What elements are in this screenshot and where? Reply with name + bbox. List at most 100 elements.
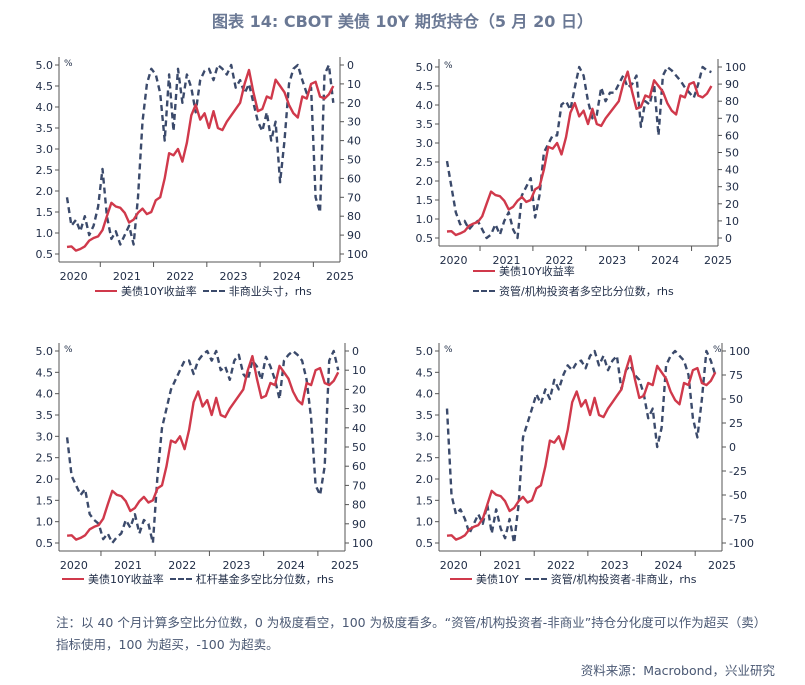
y2-tick-label: 30 (352, 403, 366, 416)
x-tick-label: 2023 (598, 254, 626, 267)
legend-swatch-dashed (473, 290, 495, 292)
series-line-yield (446, 70, 713, 237)
legend-label: 资管/机构投资者-非商业，rhs (550, 573, 697, 586)
legend-label: 美债10Y收益率 (121, 285, 197, 298)
series-line-position (65, 349, 340, 545)
y2-tick-label: 70 (352, 479, 366, 492)
footnote: 注：以 40 个月计算多空比分位数，0 为极度看空，100 为极度看多。“资管/… (56, 615, 767, 652)
y-tick-label: 2.5 (36, 452, 54, 465)
y-tick-label: 2.5 (36, 164, 54, 177)
x-tick-label: 2022 (545, 254, 573, 267)
y2-tick-label: 70 (347, 191, 361, 204)
y-tick-label: 2.5 (416, 452, 434, 465)
y2-tick-label: 50 (347, 154, 361, 167)
x-tick-label: 2020 (60, 270, 88, 283)
unit-label: % (444, 345, 453, 355)
legend-label: 杠杆基金多空比分位数，rhs (195, 573, 334, 586)
y2-tick-label: 60 (352, 460, 366, 473)
legend-chart-3: 美债10Y收益率 杠杆基金多空比分位数，rhs (62, 571, 334, 587)
x-tick-label: 2022 (168, 559, 196, 572)
y2-tick-label: 60 (725, 129, 739, 142)
x-tick-label: 2023 (219, 270, 247, 283)
x-tick-label: 2020 (440, 559, 468, 572)
y-tick-label: 1.0 (416, 213, 434, 226)
series-line-yield (446, 354, 717, 541)
y-tick-label: 5.0 (36, 59, 54, 72)
x-tick-label: 2020 (440, 254, 468, 267)
y-tick-label: 3.5 (36, 409, 54, 422)
unit-label-right: % (713, 345, 722, 355)
legend-label: 资管/机构投资者多空比分位数，rhs (499, 285, 674, 298)
y2-tick-label: 50 (725, 147, 739, 160)
y2-tick-label: 80 (725, 95, 739, 108)
y-tick-label: 1.5 (36, 494, 54, 507)
y-tick-label: 1.0 (36, 227, 54, 240)
y-tick-label: 0.5 (416, 537, 434, 550)
x-tick-label: 2021 (493, 559, 521, 572)
y2-tick-label: 0 (352, 345, 359, 358)
x-tick-label: 2025 (326, 270, 354, 283)
y2-tick-label: 0 (729, 441, 736, 454)
x-tick-label: 2022 (547, 559, 575, 572)
y-tick-label: 2.0 (36, 185, 54, 198)
y2-tick-label: 50 (352, 441, 366, 454)
series-line-yield (66, 68, 335, 252)
y-tick-label: 4.0 (416, 99, 434, 112)
y-tick-label: 0.5 (36, 537, 54, 550)
y2-tick-label: 30 (725, 181, 739, 194)
legend-swatch-solid (95, 290, 117, 292)
legend-chart-1: 美债10Y收益率 非商业头寸，rhs (95, 283, 312, 299)
x-tick-label: 2025 (704, 254, 732, 267)
x-tick-label: 2024 (651, 254, 679, 267)
y-tick-label: 0.5 (36, 248, 54, 261)
y2-tick-label: 100 (347, 248, 368, 261)
legend-swatch-dashed (202, 290, 225, 292)
legend-chart-2-a: 美债10Y收益率 (473, 263, 575, 279)
series-line-position (445, 349, 717, 545)
legend-swatch-solid (473, 270, 495, 272)
y2-tick-label: 90 (352, 518, 366, 531)
y2-tick-label: 0 (347, 59, 354, 72)
y2-tick-label: 100 (725, 61, 746, 74)
y2-tick-label: 10 (725, 215, 739, 228)
y2-tick-label: -25 (729, 465, 747, 478)
x-tick-label: 2021 (113, 270, 141, 283)
legend-label: 美债10Y收益率 (88, 573, 164, 586)
y2-tick-label: 60 (347, 172, 361, 185)
y-tick-label: 2.0 (36, 473, 54, 486)
series-line-yield (66, 354, 340, 541)
y-tick-label: 4.5 (416, 366, 434, 379)
legend-swatch-dashed (524, 578, 547, 580)
y2-tick-label: 0 (725, 232, 732, 245)
y-tick-label: 5.0 (36, 345, 54, 358)
series-line-position (65, 63, 335, 246)
series-line-position (445, 65, 712, 240)
y2-tick-label: 30 (347, 116, 361, 129)
y-tick-label: 4.5 (36, 366, 54, 379)
x-tick-label: 2021 (114, 559, 142, 572)
y2-tick-label: 20 (725, 198, 739, 211)
y2-tick-label: 80 (352, 499, 366, 512)
y2-tick-label: 100 (352, 537, 373, 550)
figure-title: 图表 14: CBOT 美债 10Y 期货持仓（5 月 20 日） (212, 12, 593, 31)
x-tick-label: 2025 (708, 559, 736, 572)
x-tick-label: 2025 (331, 559, 359, 572)
x-tick-label: 2023 (601, 559, 629, 572)
y2-tick-label: 80 (347, 210, 361, 223)
x-tick-label: 2024 (273, 270, 301, 283)
x-tick-label: 2021 (492, 254, 520, 267)
y-tick-label: 5.0 (416, 345, 434, 358)
y2-tick-label: -50 (729, 489, 747, 502)
y-tick-label: 4.0 (36, 101, 54, 114)
y2-tick-label: 90 (347, 229, 361, 242)
y-tick-label: 4.5 (416, 80, 434, 93)
y-tick-label: 0.5 (416, 232, 434, 245)
y-tick-label: 4.0 (36, 388, 54, 401)
y2-tick-label: 40 (347, 135, 361, 148)
y-tick-label: 3.0 (416, 137, 434, 150)
y-tick-label: 1.5 (36, 206, 54, 219)
y2-tick-label: 10 (347, 78, 361, 91)
y2-tick-label: 40 (725, 164, 739, 177)
y-tick-label: 3.0 (36, 143, 54, 156)
